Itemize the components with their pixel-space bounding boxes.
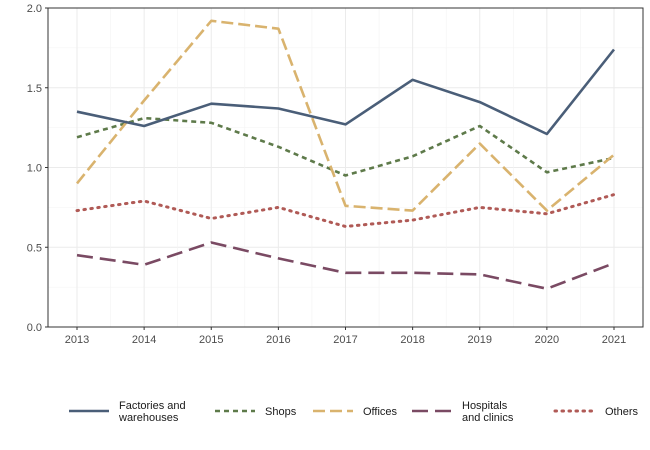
y-tick-label: 0.5 [27, 242, 42, 254]
x-tick-label: 2018 [400, 334, 424, 346]
y-tick-label: 1.5 [27, 83, 42, 95]
x-tick-label: 2020 [535, 334, 559, 346]
legend-label: Offices [363, 406, 398, 418]
legend-label: Shops [265, 406, 297, 418]
series-line-offices [75, 19, 615, 212]
x-tick-label: 2014 [132, 334, 156, 346]
legend-label: Hospitals and clinics [462, 400, 514, 424]
series-line-hospitals-and-clinics [76, 241, 615, 291]
x-tick-label: 2019 [468, 334, 492, 346]
x-tick-label: 2021 [602, 334, 626, 346]
x-tick-label: 2015 [199, 334, 223, 346]
x-tick-label: 2017 [333, 334, 357, 346]
legend-label: Others [605, 406, 639, 418]
y-tick-label: 0.0 [27, 322, 42, 334]
series-line-others [75, 193, 616, 228]
axis-ticks: 0.0 0.5 1.0 1.5 2.0 2013 2014 2015 2016 2017 2018 2… [27, 3, 627, 346]
legend-label: Factories and warehouses [118, 400, 186, 424]
legend: Factories and warehouses Shops Offices Hospi… [69, 400, 639, 424]
grid [48, 7, 643, 328]
series-lines [75, 19, 616, 291]
y-tick-label: 1.0 [27, 163, 42, 175]
y-tick-label: 2.0 [27, 3, 42, 15]
x-tick-label: 2013 [65, 334, 89, 346]
series-line-factories-and-warehouses [76, 48, 616, 136]
x-tick-label: 2016 [266, 334, 290, 346]
